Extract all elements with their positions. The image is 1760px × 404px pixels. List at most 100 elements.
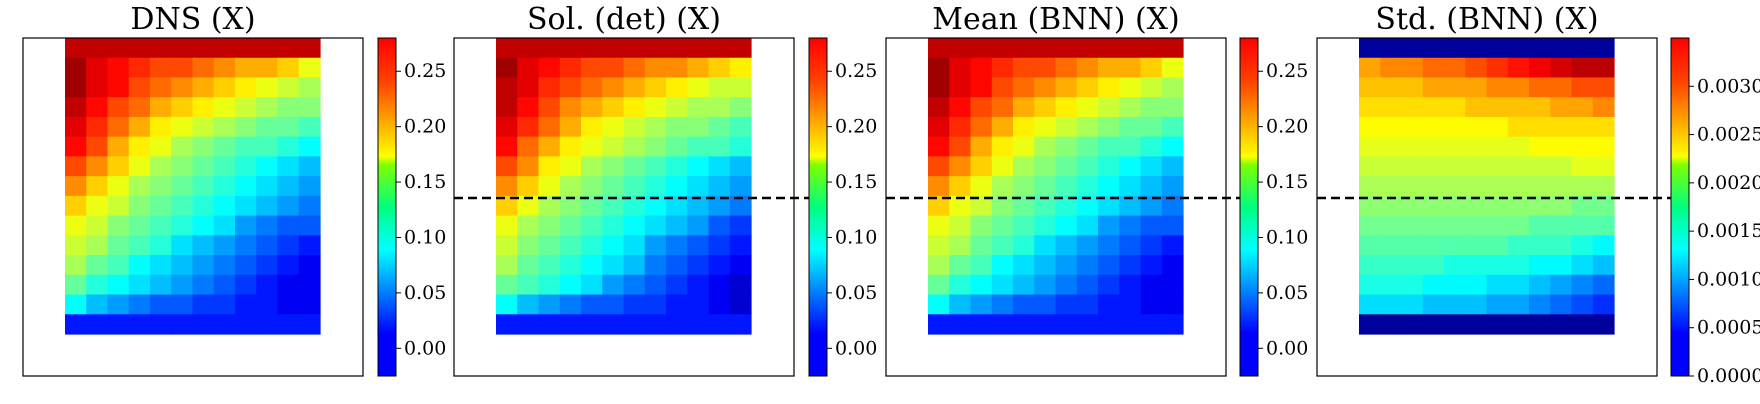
heatmap-cell — [1486, 57, 1509, 79]
heatmap-cell — [729, 294, 752, 315]
heatmap-cell — [235, 215, 257, 236]
heatmap-cell — [65, 77, 87, 98]
heatmap-cell — [991, 97, 1014, 118]
heatmap-cell — [1380, 215, 1403, 236]
heatmap-cell — [1380, 136, 1403, 157]
heatmap-cell — [107, 215, 130, 236]
heatmap-cell — [213, 314, 236, 335]
heatmap-cell — [86, 294, 109, 315]
heatmap-cell — [1359, 77, 1381, 98]
heatmap-cell — [496, 235, 518, 256]
heatmap-cell — [666, 57, 688, 79]
heatmap-cell — [1161, 136, 1184, 157]
heatmap-cell — [107, 38, 130, 59]
heatmap-cell — [192, 38, 215, 59]
heatmap-cell — [192, 235, 215, 256]
heatmap-cell — [949, 274, 972, 296]
heatmap-cell — [1486, 38, 1509, 59]
heatmap-cell — [1592, 176, 1615, 197]
heatmap-cell — [729, 77, 752, 98]
axes-frame — [1316, 37, 1658, 377]
heatmap-cell — [559, 274, 582, 296]
heatmap-cell — [1465, 215, 1488, 236]
heatmap-cell — [970, 57, 993, 79]
heatmap-cell — [496, 176, 518, 197]
heatmap-cell — [213, 57, 236, 79]
heatmap-cell — [644, 136, 667, 157]
heatmap-cell — [666, 116, 688, 138]
heatmap-cell — [1140, 116, 1163, 138]
heatmap-cell — [1055, 314, 1078, 335]
heatmap-cell — [1444, 77, 1466, 98]
heatmap-cell — [171, 97, 194, 118]
heatmap-cell — [298, 215, 321, 236]
heatmap-cell — [1401, 235, 1424, 256]
heatmap-cell — [1422, 97, 1445, 118]
heatmap-cell — [1592, 77, 1615, 98]
heatmap-cell — [277, 255, 300, 276]
heatmap-cell — [128, 156, 151, 177]
colorbar-tick-label: 0.0020 — [1697, 172, 1760, 194]
heatmap-cell — [666, 38, 688, 59]
heatmap-cell — [192, 136, 215, 157]
heatmap-cell — [666, 294, 688, 315]
heatmap-cell — [1486, 156, 1509, 177]
heatmap-cell — [1507, 255, 1530, 276]
colorbar-frame — [1670, 37, 1690, 377]
heatmap-cell — [538, 116, 561, 138]
heatmap-cell — [1013, 176, 1035, 197]
heatmap-cell — [171, 215, 194, 236]
heatmap-cell — [559, 136, 582, 157]
heatmap-cell — [1359, 57, 1381, 79]
heatmap-cell — [1119, 136, 1142, 157]
heatmap-cell — [1444, 38, 1466, 59]
heatmap-cell — [277, 77, 300, 98]
heatmap-cell — [86, 136, 109, 157]
heatmap-cell — [538, 215, 561, 236]
heatmap-cell — [1098, 77, 1120, 98]
heatmap-cell — [949, 156, 972, 177]
heatmap-cell — [1571, 77, 1594, 98]
heatmap-cell — [1359, 215, 1381, 236]
heatmap-cell — [235, 136, 257, 157]
colorbar-tick-label: 0.15 — [404, 171, 446, 193]
heatmap-cell — [1055, 235, 1078, 256]
heatmap-cell — [1507, 57, 1530, 79]
heatmap-cell — [1465, 57, 1488, 79]
heatmap-cell — [496, 57, 518, 79]
heatmap-cell — [517, 294, 540, 315]
heatmap-cell — [128, 97, 151, 118]
heatmap-cell — [1422, 195, 1445, 217]
heatmap-cell — [1401, 57, 1424, 79]
heatmap-cell — [729, 314, 752, 335]
heatmap-cell — [1034, 274, 1057, 296]
heatmap-cell — [949, 136, 972, 157]
heatmap-cell — [729, 274, 752, 296]
heatmap-cell — [1140, 235, 1163, 256]
heatmap-cell — [107, 156, 130, 177]
heatmap-cell — [928, 176, 950, 197]
panel-2: Sol. (det) (X) 0.00 0.05 0.10 0.15 0.20 0.25 — [453, 2, 877, 377]
heatmap-cell — [1592, 156, 1615, 177]
heatmap-cell — [644, 57, 667, 79]
heatmap-cell — [277, 195, 300, 217]
heatmap-cell — [1098, 314, 1120, 335]
heatmap-cell — [581, 156, 603, 177]
heatmap-cell — [687, 314, 710, 335]
heatmap-cell — [623, 195, 646, 217]
heatmap-cell — [150, 294, 172, 315]
heatmap-cell — [581, 38, 603, 59]
heatmap-cell — [928, 57, 950, 79]
heatmap-cell — [277, 156, 300, 177]
heatmap-cell — [1359, 274, 1381, 296]
heatmap-cell — [213, 274, 236, 296]
heatmap-cell — [538, 77, 561, 98]
heatmap-cell — [1380, 116, 1403, 138]
heatmap-cell — [1119, 274, 1142, 296]
heatmap-cell — [970, 97, 993, 118]
heatmap-cell — [991, 235, 1014, 256]
heatmap-cell — [1076, 57, 1099, 79]
heatmap-cell — [1465, 314, 1488, 335]
heatmap-cell — [128, 274, 151, 296]
